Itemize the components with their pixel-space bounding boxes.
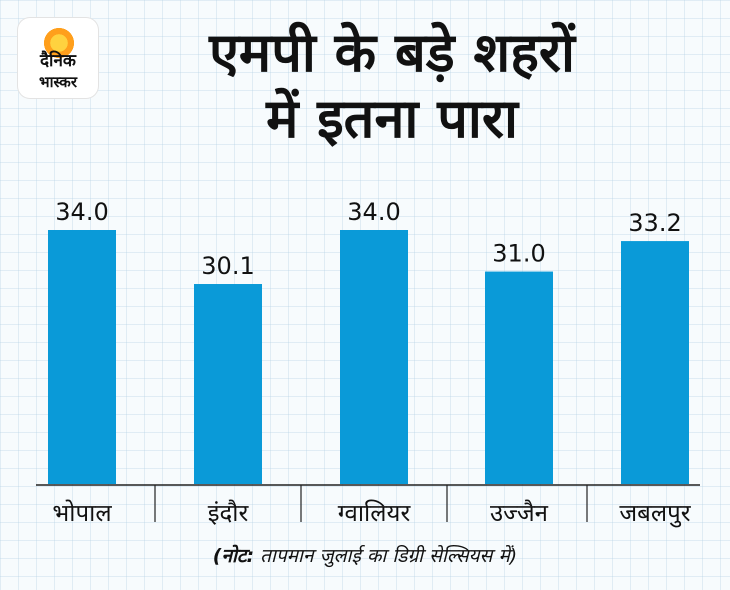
data-label-2: 30.1 xyxy=(201,252,254,280)
title-line-1: एमपी के बड़े शहरों xyxy=(209,21,575,84)
bar-4 xyxy=(485,271,553,484)
footnote-text: तापमान जुलाई का डिग्री सेल्सियस में) xyxy=(254,545,518,567)
sun-logo-icon xyxy=(42,26,76,60)
bar-3 xyxy=(340,230,408,484)
logo-line-1: दैनिक xyxy=(40,51,76,71)
category-label-3: ग्वालियर xyxy=(338,499,412,527)
category-label-5: जबलपुर xyxy=(619,499,691,528)
bar-1 xyxy=(48,230,116,484)
bar-5 xyxy=(621,241,689,484)
category-label-2: इंदौर xyxy=(208,499,250,527)
footnote: (नोट: तापमान जुलाई का डिग्री सेल्सियस मे… xyxy=(0,542,730,568)
data-label-5: 33.2 xyxy=(628,209,681,237)
category-label-4: उज्जैन xyxy=(490,499,549,527)
bar-2 xyxy=(194,284,262,484)
footnote-prefix: (नोट: xyxy=(212,545,255,567)
chart-title: एमपी के बड़े शहरों में इतना पारा xyxy=(112,20,672,152)
data-label-3: 34.0 xyxy=(347,198,400,226)
data-label-4: 31.0 xyxy=(492,240,545,268)
data-label-1: 34.0 xyxy=(55,198,108,226)
category-label-1: भोपाल xyxy=(52,499,112,527)
logo-line-2: भास्कर xyxy=(39,73,77,91)
title-line-2: में इतना पारा xyxy=(266,87,518,150)
brand-logo: दैनिक भास्कर xyxy=(18,18,98,98)
